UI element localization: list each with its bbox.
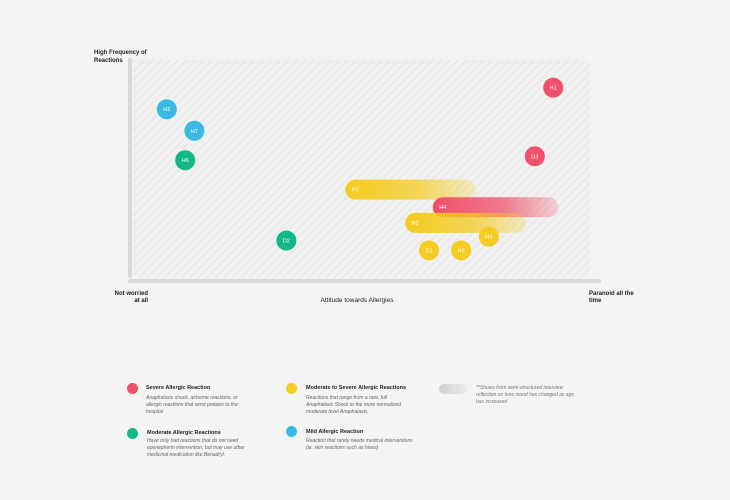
point-label-h1: H1 (550, 86, 557, 92)
y-axis-title: High Frequency of Reactions (94, 50, 147, 64)
legend-severe-desc: Anaphalaxis shock, airborne reactions, o… (146, 395, 238, 415)
legend-shift-swatch (439, 384, 467, 394)
point-label-h2: H2 (163, 107, 170, 113)
legend-severe-dot (127, 383, 138, 394)
point-label-h7: H7 (191, 129, 198, 135)
x-axis-min-label: Not worried at all (114, 291, 148, 304)
legend-mild-dot (286, 426, 297, 437)
legend-shift-note: **Shows from semi-structured interview r… (476, 385, 575, 405)
shifts-layer: P1 H4 P2 (345, 179, 559, 233)
shift-bar-p2 (405, 212, 527, 233)
point-h3 (478, 226, 499, 247)
shift-bar-p1 (345, 179, 476, 200)
point-h2 (156, 99, 177, 120)
point-d2 (276, 230, 297, 251)
x-axis-title: Attitude towards Allergies (320, 297, 394, 304)
point-label-d3: D3 (531, 154, 538, 160)
shift-label-p1: P1 (352, 188, 359, 194)
points-layer: H1 H2 H7 H6 D3 D2 D1 H5 H3 (156, 77, 564, 261)
shift-label-p2: P2 (412, 221, 419, 227)
legend-moderate-severe-dot (286, 383, 297, 394)
legend-severe-title: Severe Allergic Reaction (146, 385, 211, 391)
point-d3 (524, 146, 545, 167)
legend-mild-desc: Reaction that rarely needs medical inter… (306, 438, 413, 451)
x-axis-max-label: Paranoid all the time (589, 291, 634, 304)
legend-moderate-title: Moderate Allergic Reactions (147, 430, 221, 436)
plot-area-background (133, 60, 590, 278)
point-label-h6: H6 (182, 158, 189, 164)
legend-moderate-severe-desc: Reactions that range from a rare, full A… (306, 395, 402, 415)
point-label-d1: D1 (425, 248, 432, 254)
point-h7 (184, 120, 205, 141)
point-label-h3: H3 (485, 235, 492, 241)
legend-moderate-severe-title: Moderate to Severe Allergic Reactions (306, 385, 407, 391)
shift-label-h4: H4 (439, 205, 446, 211)
point-h5 (451, 240, 472, 261)
point-d1 (419, 240, 439, 261)
legend-mild-title: Mild Allergic Reaction (306, 429, 364, 435)
legend-moderate-desc: Have only had reactions that do not need… (147, 438, 245, 458)
point-label-h5: H5 (458, 248, 465, 254)
point-h1 (543, 77, 564, 98)
point-h6 (175, 150, 196, 171)
x-axis-line (128, 279, 601, 283)
legend-moderate-dot (127, 428, 138, 439)
y-axis-line (128, 58, 132, 278)
point-label-d2: D2 (283, 239, 290, 245)
shift-bar-h4 (432, 197, 559, 218)
